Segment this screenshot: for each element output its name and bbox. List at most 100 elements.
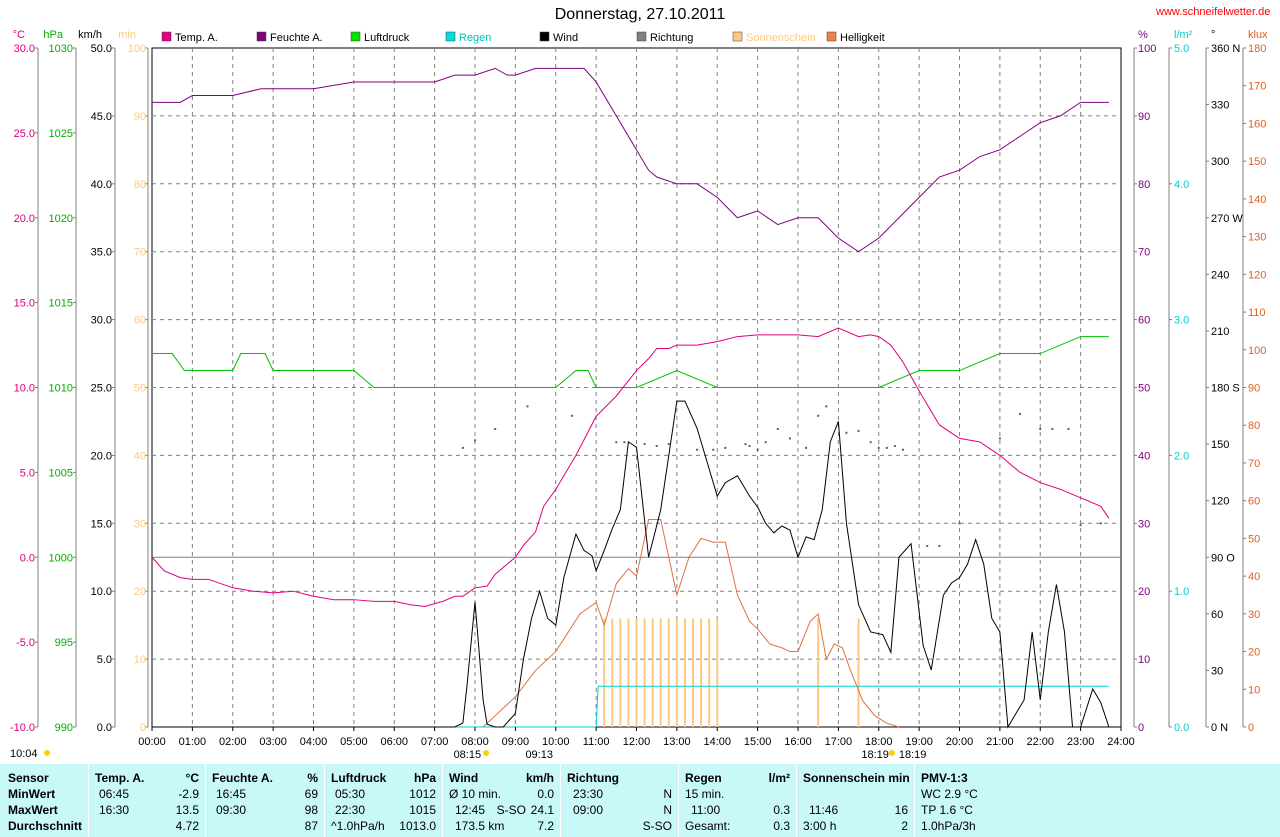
label-min: MinWert xyxy=(8,787,56,801)
pressure-head: Luftdruck xyxy=(331,771,387,785)
direction-min: N xyxy=(663,787,672,801)
temperature-line xyxy=(151,327,1110,607)
direction-point xyxy=(776,427,779,430)
direction-tick-label: 330 xyxy=(1211,100,1229,112)
legend-swatch xyxy=(350,31,361,42)
rain-tick-label: 0.0 xyxy=(1174,722,1189,734)
col-humidity: Feuchte A.% 16:45 69 09:30 98 87 xyxy=(206,764,324,837)
weather-chart: 30.025.020.015.010.05.00.0-5.0-10.0°C103… xyxy=(10,29,1268,761)
direction-point xyxy=(817,414,820,417)
pmv-head: PMV-1:3 xyxy=(921,771,968,785)
direction-point xyxy=(756,448,759,451)
wind-tick-label: 40.0 xyxy=(91,179,112,191)
col-pmv: PMV-1:3 WC 2.9 °C TP 1.6 °C 1.0hPa/3h xyxy=(915,764,1035,837)
light-tick-label: 100 xyxy=(1248,345,1266,357)
direction-point xyxy=(1067,427,1070,430)
sunrise-icon xyxy=(483,750,490,756)
x-tick-label: 02:00 xyxy=(219,736,247,748)
legend-swatch xyxy=(256,31,267,42)
x-tick-label: 12:00 xyxy=(623,736,651,748)
x-tick-label: 08:00 xyxy=(461,736,489,748)
x-tick-label: 24:00 xyxy=(1107,736,1135,748)
direction-point xyxy=(869,441,872,444)
pressure-unit: hPa xyxy=(413,771,436,785)
x-tick-label: 17:00 xyxy=(825,736,853,748)
direction-point xyxy=(474,439,476,442)
humidity-avg: 87 xyxy=(304,819,318,833)
sun-marker-09-label: 09:13 xyxy=(525,749,553,761)
direction-point xyxy=(877,446,880,449)
sun-marker-18-label: 18:19 xyxy=(899,749,927,761)
temp-tick-label: 20.0 xyxy=(14,213,35,225)
rain-min-label: 15 min. xyxy=(685,787,725,801)
direction-point xyxy=(712,448,715,451)
legend-label: Richtung xyxy=(650,32,693,44)
light-tick-label: 110 xyxy=(1248,307,1266,319)
pressure-min-time: 05:30 xyxy=(335,787,366,801)
direction-point xyxy=(788,437,791,440)
rain-line xyxy=(152,685,1109,728)
wind-tick-label: 0.0 xyxy=(97,722,112,734)
temp-tick-label: -10.0 xyxy=(10,722,35,734)
x-tick-label: 01:00 xyxy=(179,736,207,748)
col-temp: Temp. A. °C 06:45 -2.9 16:30 13.5 4.72 xyxy=(89,764,205,837)
light-tick-label: 170 xyxy=(1248,81,1266,93)
x-tick-label: 00:00 xyxy=(138,736,166,748)
wind-max: 24.1 xyxy=(530,803,554,817)
light-tick-label: 50 xyxy=(1248,533,1260,545)
light-tick-label: 60 xyxy=(1248,496,1260,508)
sunset-icon xyxy=(888,750,895,756)
stats-table: Sensor MinWert MaxWert Durchschnitt Temp… xyxy=(0,764,1280,837)
direction-point xyxy=(744,443,747,446)
wind-tick-label: 35.0 xyxy=(91,247,112,259)
legend-swatch xyxy=(636,31,647,42)
direction-point xyxy=(1051,427,1054,430)
wind-unit: km/h xyxy=(525,771,554,785)
direction-point xyxy=(643,443,646,446)
sun-avg-label: 3:00 h xyxy=(803,819,837,833)
sunshine-tick-label: 30 xyxy=(134,518,146,530)
direction-max-time: 09:00 xyxy=(573,803,604,817)
legend-label: Luftdruck xyxy=(364,32,410,44)
col-pressure: Luftdruck hPa 05:30 1012 22:30 1015 ^1.0hPa… xyxy=(325,764,442,837)
label-avg: Durchschnitt xyxy=(8,819,83,833)
rain-max: 0.3 xyxy=(773,803,790,817)
light-unit: klux xyxy=(1248,29,1268,41)
wind-avg: 7.2 xyxy=(537,819,554,833)
label-sensor: Sensor xyxy=(8,771,49,785)
rain-unit: l/m² xyxy=(1174,29,1193,41)
direction-point xyxy=(748,444,751,447)
x-tick-label: 11:00 xyxy=(583,736,610,748)
light-tick-label: 0 xyxy=(1248,722,1254,734)
legend-label: Sonnenschein xyxy=(746,32,816,44)
sunshine-tick-label: 70 xyxy=(134,247,146,259)
wind-unit: km/h xyxy=(78,29,102,41)
direction-point xyxy=(805,446,808,449)
pressure-max: 1015 xyxy=(409,803,436,817)
page-title: Donnerstag, 27.10.2011 xyxy=(554,6,726,23)
direction-point xyxy=(494,427,497,430)
direction-point xyxy=(901,448,904,451)
direction-tick-label: 90 O xyxy=(1211,552,1235,564)
rain-tick-label: 2.0 xyxy=(1174,450,1189,462)
pressure-min: 1012 xyxy=(409,787,436,801)
legend-label: Feuchte A. xyxy=(270,32,323,44)
temp-unit: °C xyxy=(185,771,199,785)
label-max: MaxWert xyxy=(8,803,58,817)
rain-avg-label: Gesamt: xyxy=(685,819,731,833)
direction-tick-label: 180 S xyxy=(1211,383,1240,395)
site-link[interactable]: www.schneifelwetter.de xyxy=(1156,6,1271,18)
legend: Temp. A. Feuchte A. Luftdruck Regen Wind Rich… xyxy=(161,31,885,44)
pressure-tick-label: 990 xyxy=(55,722,73,734)
humidity-min: 69 xyxy=(304,787,318,801)
direction-tick-label: 300 xyxy=(1211,156,1229,168)
humidity-tick-label: 70 xyxy=(1138,247,1150,259)
temp-tick-label: 30.0 xyxy=(14,43,35,55)
x-tick-label: 18:00 xyxy=(865,736,893,748)
pressure-tick-label: 1015 xyxy=(49,298,73,310)
light-tick-label: 40 xyxy=(1248,571,1260,583)
pressure-tick-label: 995 xyxy=(55,637,73,649)
humidity-unit: % xyxy=(307,771,318,785)
humidity-head: Feuchte A. xyxy=(212,771,273,785)
col-direction: Richtung 23:30 N 09:00 N S-SO xyxy=(561,764,678,837)
